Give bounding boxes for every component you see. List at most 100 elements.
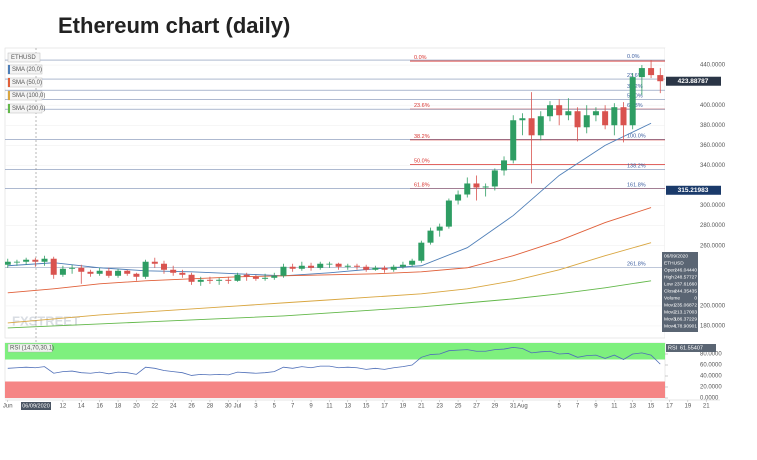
y-tick-label: 20.0000 (700, 385, 722, 391)
candle-body (41, 258, 48, 262)
x-tick-label: 9 (309, 404, 313, 410)
fib-label: 161.8% (627, 182, 646, 188)
x-tick-label: 28 (207, 404, 214, 410)
y-tick-label: 80.0000 (700, 352, 722, 358)
x-tick-label: 17 (381, 404, 388, 410)
x-tick-label: 5 (273, 404, 277, 410)
candle-body (335, 263, 342, 267)
x-tick-label: 19 (400, 404, 407, 410)
price-marker-label: 423.88787 (678, 78, 709, 85)
sma-line (7, 122, 652, 277)
data-window-value: 248.57727 (674, 274, 697, 280)
data-window-key: Mov4 (664, 323, 676, 329)
candle-body (142, 261, 149, 277)
candle-body (160, 263, 167, 270)
fib-label: 138.2% (627, 163, 646, 169)
candle-body (620, 107, 627, 126)
candle-body (565, 111, 572, 116)
legend-label: SMA (50,0) (12, 80, 42, 86)
candle-body (298, 265, 305, 269)
data-window-date: 06/09/2020 (664, 253, 688, 259)
y-tick-label: 60.0000 (700, 363, 722, 369)
candle-body (124, 270, 131, 274)
candle-body (418, 242, 425, 261)
x-tick-label: 15 (648, 404, 655, 410)
candle-body (197, 279, 204, 282)
candle-body (87, 271, 94, 274)
rsi-value-key: RSI (668, 345, 678, 351)
candle-body (602, 111, 609, 126)
data-window-key: Close (664, 288, 677, 294)
candle-body (657, 75, 664, 82)
candle-body (648, 68, 655, 76)
candle-body (455, 194, 462, 201)
data-window-key: High (664, 274, 674, 280)
x-tick-label: 22 (151, 404, 158, 410)
price-axis: 180.0000 200.0000 260.0000 280.0000 300.0000… (662, 63, 726, 332)
price-marker-label: 315.21983 (678, 187, 709, 194)
x-tick-label: 30 (225, 404, 232, 410)
x-tick-label: 20 (133, 404, 140, 410)
rsi-title-box (7, 343, 53, 353)
candle-body (344, 265, 351, 267)
candle-body (188, 274, 195, 282)
fib-label: 0.0% (414, 55, 427, 61)
candle-body (528, 118, 535, 136)
candle-body (464, 183, 471, 195)
sma-layer (7, 122, 652, 329)
x-tick-label: 24 (170, 404, 177, 410)
x-tick-label: 13 (344, 404, 351, 410)
x-tick-label: 15 (363, 404, 370, 410)
fib-label: 61.8% (414, 182, 430, 188)
candle-body (592, 111, 599, 116)
legend-swatch (8, 91, 10, 100)
cursor-date: 06/09/2020 (22, 403, 50, 409)
data-window (662, 252, 698, 332)
x-tick-label: 7 (576, 404, 580, 410)
candle-body (574, 111, 581, 128)
candle-layer (5, 60, 664, 286)
candle-body (611, 107, 618, 126)
candle-body (69, 267, 76, 269)
candle-body (133, 273, 140, 277)
rsi-title: RSI (14,70,30,1) (10, 346, 54, 352)
y-tick-label: 360.0000 (700, 143, 726, 149)
data-window-key: Mov3 (664, 316, 676, 322)
candle-body (151, 261, 158, 264)
candle-body (32, 259, 39, 262)
data-window-key: Volume (664, 295, 680, 301)
fib-label: 0.0% (627, 54, 640, 60)
candle-body (583, 115, 590, 128)
candle-body (399, 264, 406, 267)
legend: ETHUSD SMA (20,0) SMA (50,0) SMA (100,0) SMA… (7, 52, 45, 114)
candle-body (289, 266, 296, 269)
grid-layer (5, 64, 665, 327)
sma-line (7, 242, 652, 324)
candle-body (170, 269, 177, 273)
y-tick-label: 280.0000 (700, 223, 726, 229)
rsi-value: 61.55407 (680, 345, 703, 351)
candle-body (363, 266, 370, 270)
candle-body (353, 265, 360, 267)
data-window-key: Mov1 (664, 302, 676, 308)
fib-label: 100.0% (627, 133, 646, 139)
x-tick-label: 14 (78, 404, 85, 410)
candle-body (390, 266, 397, 270)
candle-body (638, 68, 645, 78)
data-window-key: Low (664, 281, 673, 287)
candle-body (537, 116, 544, 136)
candle-body (252, 276, 259, 279)
legend-label: SMA (20,0) (12, 67, 42, 73)
x-tick-label: 25 (455, 404, 462, 410)
candle-body (445, 200, 452, 227)
cursor-date-box (21, 402, 51, 410)
y-tick-label: 340.0000 (700, 163, 726, 169)
fib-label: 23.6% (627, 73, 643, 79)
candle-body (546, 105, 553, 117)
x-tick-label: 21 (703, 404, 710, 410)
x-axis: Jun 12 14 16 18 20 22 24 26 28 30 Jul 3 5 7 9 11 13 15 17 19… (3, 399, 720, 410)
candle-body (510, 120, 517, 161)
x-tick-label: 29 (491, 404, 498, 410)
candle-body (317, 263, 324, 268)
